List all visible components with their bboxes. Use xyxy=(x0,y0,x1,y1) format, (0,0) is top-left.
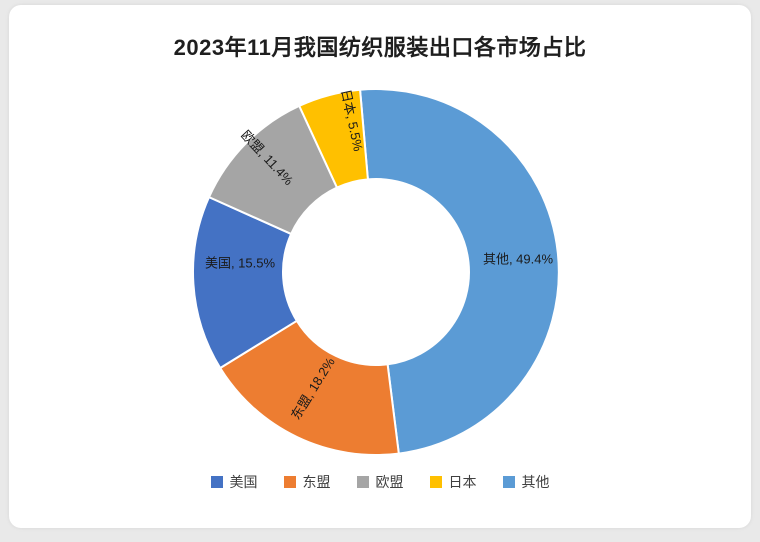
legend-label-japan: 日本 xyxy=(448,474,477,490)
legend-swatch-japan xyxy=(429,476,442,488)
legend-swatch-asean xyxy=(283,476,296,488)
legend-item-other: 其他 xyxy=(502,472,550,492)
legend-label-other: 其他 xyxy=(521,474,550,490)
legend-item-asean: 东盟 xyxy=(283,472,331,492)
legend-swatch-usa xyxy=(210,476,223,488)
legend-label-eu: 欧盟 xyxy=(375,474,404,490)
legend-item-japan: 日本 xyxy=(429,472,477,492)
donut-slice-其他 xyxy=(359,88,560,455)
legend-label-asean: 东盟 xyxy=(302,474,331,490)
legend-swatch-eu xyxy=(356,476,369,488)
chart-title: 2023年11月我国纺织服装出口各市场占比 xyxy=(173,35,587,60)
donut-slice-日本 xyxy=(298,88,369,189)
slice-label-usa: 美国, 15.5% xyxy=(204,255,276,271)
legend-item-usa: 美国 xyxy=(210,472,258,492)
legend-item-eu: 欧盟 xyxy=(356,472,404,492)
legend-label-usa: 美国 xyxy=(229,474,258,490)
donut-slice-东盟 xyxy=(219,319,400,456)
legend-swatch-other xyxy=(502,476,515,488)
slice-label-other: 其他, 49.4% xyxy=(482,251,554,267)
chart-legend: 美国 东盟 欧盟 日本 其他 xyxy=(0,472,760,492)
